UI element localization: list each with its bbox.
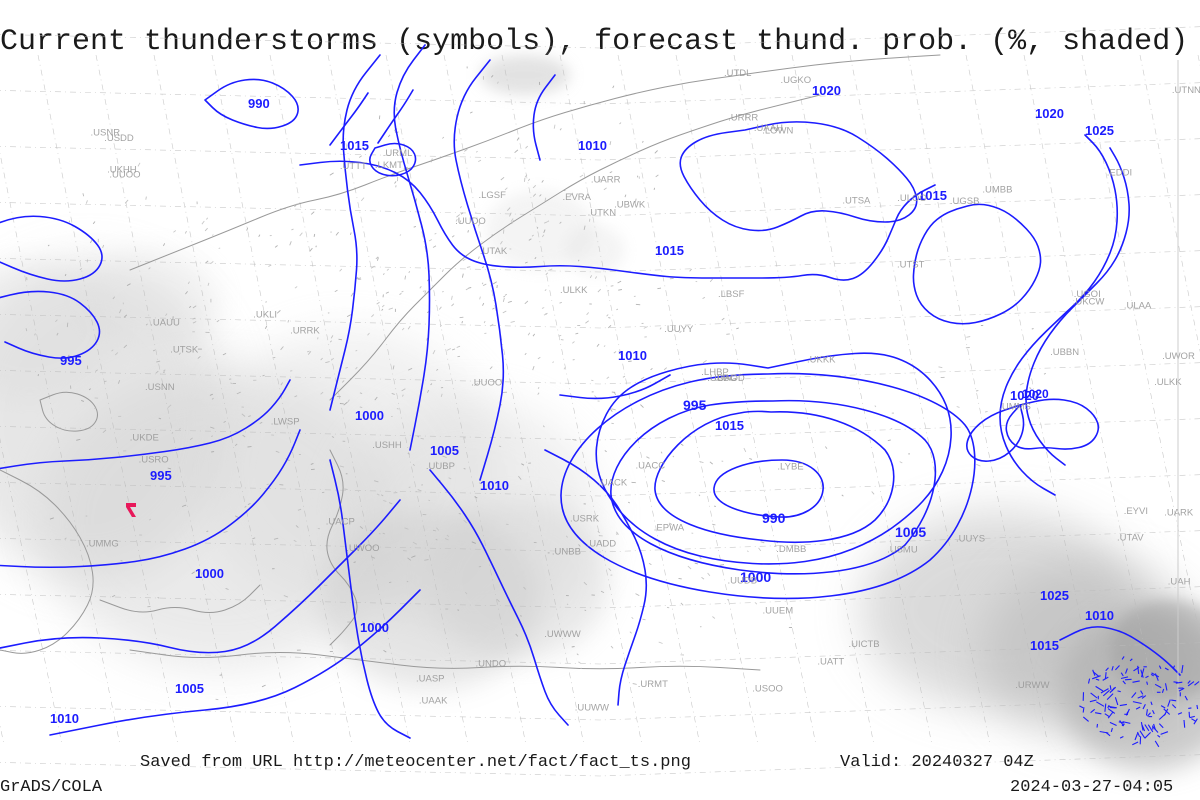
svg-text:.URRK: .URRK xyxy=(290,325,320,336)
svg-text:1000: 1000 xyxy=(195,566,224,581)
svg-text:.UARR: .UARR xyxy=(591,174,621,185)
svg-text:1025: 1025 xyxy=(1040,588,1069,603)
svg-text:.UKDE: .UKDE xyxy=(130,433,159,444)
svg-text:.UUWW: .UUWW xyxy=(575,703,609,714)
svg-text:.UUEM: .UUEM xyxy=(763,605,794,616)
svg-text:995: 995 xyxy=(60,353,82,368)
svg-text:.UUOO: .UUOO xyxy=(109,170,140,181)
svg-text:.UTAV: .UTAV xyxy=(1117,533,1144,544)
svg-text:.UTSA: .UTSA xyxy=(842,196,871,207)
svg-text:.UAAH: .UAAH xyxy=(754,123,783,134)
svg-text:.UWWW: .UWWW xyxy=(544,629,580,640)
svg-text:.UUDO: .UUDO xyxy=(455,216,486,227)
svg-text:.URRR: .URRR xyxy=(728,112,758,123)
svg-text:.EDDI: .EDDI xyxy=(1107,168,1132,179)
svg-text:.UTKN: .UTKN xyxy=(588,208,617,219)
svg-text:.UADD: .UADD xyxy=(587,539,617,550)
svg-text:1020: 1020 xyxy=(812,83,841,98)
svg-text:.ULOO: .ULOO xyxy=(897,193,927,204)
svg-text:.UNBB: .UNBB xyxy=(552,547,581,558)
svg-text:1015: 1015 xyxy=(715,418,744,433)
svg-text:.UATT: .UATT xyxy=(817,657,844,668)
svg-text:995: 995 xyxy=(150,468,172,483)
svg-text:.UTDL: .UTDL xyxy=(724,68,751,79)
svg-text:.USRO: .USRO xyxy=(139,455,169,466)
svg-text:.UACC: .UACC xyxy=(636,460,666,471)
svg-text:.EYVI: .EYVI xyxy=(1124,506,1148,517)
svg-text:.UNDO: .UNDO xyxy=(476,658,507,669)
svg-text:.UGKO: .UGKO xyxy=(781,75,812,86)
svg-text:.UARK: .UARK xyxy=(1164,507,1194,518)
svg-text:.UTSK: .UTSK xyxy=(170,345,199,356)
svg-text:.URML: .URML xyxy=(383,148,413,159)
svg-text:.UTNN: .UTNN xyxy=(1172,85,1200,96)
svg-text:1015: 1015 xyxy=(340,138,369,153)
svg-text:.LYBE: .LYBE xyxy=(777,462,803,473)
svg-text:.UUDB: .UUDB xyxy=(728,576,758,587)
svg-text:.EVRA: .EVRA xyxy=(563,192,592,203)
svg-text:.LWSP: .LWSP xyxy=(271,416,300,427)
svg-text:.UASP: .UASP xyxy=(416,674,445,685)
svg-text:1010: 1010 xyxy=(578,138,607,153)
svg-text:.UACK: .UACK xyxy=(598,478,628,489)
svg-text:.UBBG: .UBBG xyxy=(707,373,737,384)
svg-text:1005: 1005 xyxy=(430,443,459,458)
svg-text:.UTTT: .UTTT xyxy=(340,161,367,172)
svg-text:.UGSB: .UGSB xyxy=(950,196,980,207)
svg-text:995: 995 xyxy=(683,397,707,413)
svg-text:.EPWA: .EPWA xyxy=(654,523,685,534)
svg-text:.UMMS: .UMMS xyxy=(999,401,1031,412)
svg-text:.ULKK: .ULKK xyxy=(560,285,588,296)
svg-text:.UTAK: .UTAK xyxy=(480,246,508,257)
svg-text:.UAH: .UAH xyxy=(1168,577,1191,588)
svg-text:.UKLI: .UKLI xyxy=(253,310,277,321)
svg-text:1010: 1010 xyxy=(480,478,509,493)
svg-text:.UMBB: .UMBB xyxy=(982,185,1012,196)
svg-text:1005: 1005 xyxy=(895,524,926,540)
svg-text:.UWOO: .UWOO xyxy=(346,543,379,554)
svg-text:.UMMG: .UMMG xyxy=(86,539,119,550)
svg-text:.UWOR: .UWOR xyxy=(1162,351,1195,362)
svg-text:.UUYY: .UUYY xyxy=(664,324,694,335)
svg-text:1015: 1015 xyxy=(655,243,684,258)
svg-text:1005: 1005 xyxy=(175,681,204,696)
svg-text:1025: 1025 xyxy=(1085,123,1114,138)
svg-text:.USOO: .USOO xyxy=(752,683,783,694)
svg-text:1000: 1000 xyxy=(360,620,389,635)
svg-text:1010: 1010 xyxy=(618,348,647,363)
svg-text:.USHH: .USHH xyxy=(372,440,402,451)
svg-text:.LKMT: .LKMT xyxy=(375,160,403,171)
svg-text:.UUBP: .UUBP xyxy=(426,461,455,472)
svg-text:1000: 1000 xyxy=(355,408,384,423)
svg-text:.LBSF: .LBSF xyxy=(718,289,745,300)
svg-text:.UTST: .UTST xyxy=(897,259,925,270)
svg-text:.UUOO: .UUOO xyxy=(471,378,502,389)
svg-text:.URWW: .URWW xyxy=(1015,680,1049,691)
svg-text:990: 990 xyxy=(762,510,786,526)
svg-text:.URMT: .URMT xyxy=(638,679,668,690)
svg-text:.UAAK: .UAAK xyxy=(419,696,448,707)
svg-text:990: 990 xyxy=(248,96,270,111)
svg-text:.DMBB: .DMBB xyxy=(776,544,806,555)
svg-text:.UUYS: .UUYS xyxy=(956,533,985,544)
svg-text:.USMU: .USMU xyxy=(887,545,918,556)
svg-text:.UACP: .UACP xyxy=(326,517,355,528)
svg-text:.UBBN: .UBBN xyxy=(1050,347,1079,358)
svg-text:.USDD: .USDD xyxy=(104,133,134,144)
svg-text:.ULAA: .ULAA xyxy=(1124,300,1152,311)
svg-text:.UGOI: .UGOI xyxy=(1074,289,1101,300)
svg-text:.USNN: .USNN xyxy=(145,382,175,393)
svg-text:1010: 1010 xyxy=(50,711,79,726)
svg-text:1020: 1020 xyxy=(1035,106,1064,121)
svg-text:.LGSF: .LGSF xyxy=(479,190,507,201)
svg-text:1015: 1015 xyxy=(1030,638,1059,653)
svg-text:1010: 1010 xyxy=(1085,608,1114,623)
svg-text:.UICTB: .UICTB xyxy=(849,639,880,650)
svg-text:.UAUU: .UAUU xyxy=(150,318,180,329)
svg-text:.UBWK: .UBWK xyxy=(614,199,646,210)
svg-text:.UKKK: .UKKK xyxy=(807,354,836,365)
svg-text:.USRK: .USRK xyxy=(570,513,600,524)
